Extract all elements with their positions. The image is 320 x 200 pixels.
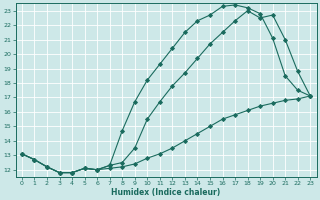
X-axis label: Humidex (Indice chaleur): Humidex (Indice chaleur) bbox=[111, 188, 221, 197]
